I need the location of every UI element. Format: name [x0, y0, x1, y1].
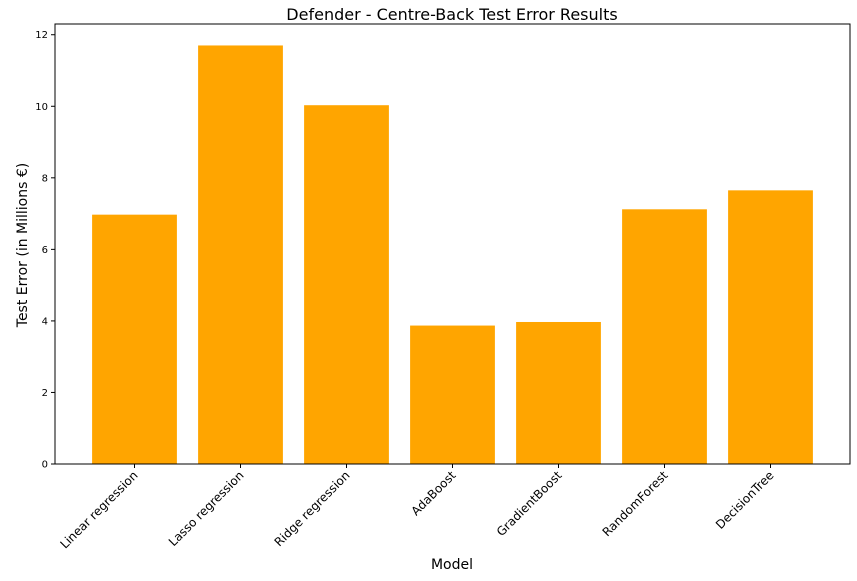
bar-gradientboost	[516, 321, 601, 464]
chart-title: Defender - Centre-Back Test Error Result…	[286, 5, 617, 24]
y-tick-label: 8	[42, 173, 48, 184]
x-tick-label: GradientBoost	[494, 468, 565, 539]
x-tick-label: Ridge regression	[272, 468, 353, 549]
bar-lasso-regression	[198, 45, 283, 465]
y-tick-label: 10	[35, 102, 48, 113]
x-tick-label: AdaBoost	[409, 468, 459, 518]
y-axis-label: Test Error (in Millions €)	[15, 163, 31, 328]
bar-adaboost	[410, 325, 495, 464]
x-tick-label: Lasso regression	[166, 468, 247, 549]
y-tick-label: 4	[42, 316, 48, 327]
bar-linear-regression	[92, 214, 177, 464]
y-axis-ticks: 0 2 4 6 8 10 12	[35, 30, 55, 471]
x-tick-label: DecisionTree	[713, 468, 777, 532]
x-axis-ticks: Linear regression Lasso regression Ridge r…	[57, 464, 777, 551]
x-tick-label: RandomForest	[600, 468, 671, 539]
bar-randomforest	[622, 209, 707, 464]
x-axis-label: Model	[431, 557, 473, 573]
plot-frame	[54, 23, 851, 465]
y-tick-label: 0	[42, 460, 48, 471]
y-tick-label: 2	[42, 388, 48, 399]
bar-decisiontree	[728, 190, 813, 464]
x-tick-label: Linear regression	[57, 468, 140, 551]
bars-group	[92, 45, 813, 465]
y-tick-label: 6	[42, 245, 48, 256]
bar-ridge-regression	[304, 105, 389, 465]
y-tick-label: 12	[35, 30, 48, 41]
